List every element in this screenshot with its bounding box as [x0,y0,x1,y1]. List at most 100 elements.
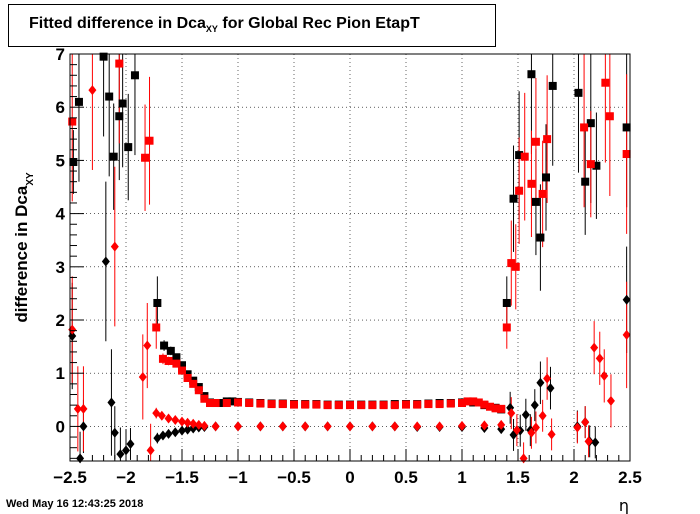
data-point-square [548,81,557,90]
data-point-square [592,161,601,170]
data-point-square [527,70,536,79]
data-point-square [234,398,242,407]
data-point-square [507,259,516,268]
x-tick-label: 0.5 [394,468,418,487]
data-point-square [543,135,552,144]
data-point-square [357,401,366,410]
data-point-diamond [171,415,180,426]
data-point-diamond [606,395,615,406]
data-point-diamond [390,421,399,432]
data-point-square [222,399,231,408]
axes [69,53,631,462]
data-point-diamond [573,422,582,433]
y-axis-label-main: difference in Dca [12,185,31,323]
data-point-square [601,78,610,87]
data-point-square [152,323,161,332]
data-point-square [586,160,595,169]
data-point-square [69,158,78,167]
data-point-square [166,346,175,355]
data-point-diamond [536,377,545,388]
data-point-square [446,399,455,408]
data-point-square [413,400,422,409]
data-point-square [390,401,399,410]
data-point-square [160,341,169,350]
data-point-square [172,353,181,362]
x-tick-label: 2.5 [618,468,642,487]
data-point-square [153,298,162,307]
data-point-diamond [138,371,147,382]
data-point-diamond [512,425,521,436]
axis-labels: −2.5 −2 −1.5 −1 −0.5 0 0.5 1 1.5 2 2.5 0 1 2 3 4 5 6 7 η dif… [12,45,642,514]
data-point-square [118,99,127,108]
y-tick-label: 3 [56,258,65,277]
data-point-diamond [458,420,466,431]
data-point-diamond [164,428,173,439]
x-tick-label: 1 [457,468,466,487]
data-point-diamond [73,403,82,414]
data-point-square [474,398,483,407]
data-point-square [206,399,214,408]
data-point-diamond [547,429,556,440]
data-point-diamond [323,421,332,432]
data-point-square [527,179,536,188]
title-sub: XY [205,24,218,35]
title-suffix: for Global Rec Pion EtapT [217,15,420,32]
y-tick-label: 1 [56,364,65,383]
data-point-square [531,197,540,206]
data-point-diamond [178,425,186,436]
data-point-square [105,92,114,101]
data-point-square [402,400,410,409]
data-point-square [515,151,524,160]
data-point-diamond [530,400,539,411]
data-point-square [515,186,524,195]
data-point-square [491,404,500,413]
data-point-diamond [183,417,192,428]
data-point-square [109,152,118,161]
data-point-diamond [591,437,600,448]
data-point-diamond [521,409,530,420]
data-point-diamond [595,353,604,364]
data-point-diamond [435,421,444,432]
data-point-square [486,402,494,411]
chart-title: Fitted difference in DcaXY for Global Re… [29,15,420,34]
data-point-square [586,119,595,128]
markers [68,52,631,464]
data-point-diamond [278,421,287,432]
data-point-diamond [301,421,310,432]
data-point-square [502,323,511,332]
data-point-square [520,152,529,161]
data-point-diamond [538,410,547,421]
data-point-square [158,354,167,363]
data-point-square [245,399,254,408]
data-point-square [574,88,583,97]
data-point-diamond [584,436,593,447]
data-point-square [178,366,186,375]
data-point-diamond [200,420,209,431]
data-point-square [267,400,276,409]
data-point-diamond [480,420,489,431]
data-point-square [115,112,124,121]
data-point-square [480,400,489,409]
data-point-square [469,397,478,406]
data-point-diamond [256,421,265,432]
data-point-square [605,112,614,121]
data-point-square [301,400,310,409]
data-point-diamond [581,417,590,428]
data-point-square [424,400,433,409]
data-point-square [334,401,343,410]
data-point-square [200,394,209,403]
data-point-diamond [101,256,110,267]
data-point-square [531,137,540,146]
data-point-square [164,356,173,365]
data-point-square [99,52,108,61]
data-point-square [435,400,444,409]
x-tick-label: −1 [228,468,247,487]
data-point-square [580,123,589,132]
data-point-diamond [590,342,599,353]
data-point-diamond [88,85,97,96]
data-point-diamond [546,383,555,394]
data-point-square [278,400,287,409]
data-point-square [379,401,388,410]
x-tick-label: 2 [569,468,578,487]
x-tick-label: −1.5 [165,468,199,487]
